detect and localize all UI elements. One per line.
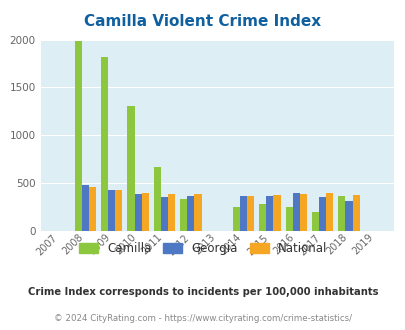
Bar (311, 212, 318, 231)
Bar (318, 197, 325, 231)
Bar (266, 196, 273, 231)
Bar (115, 190, 122, 231)
Bar (134, 194, 141, 231)
Bar (82, 185, 89, 231)
Bar (108, 190, 115, 231)
Bar (187, 196, 194, 231)
Bar (285, 207, 292, 231)
Bar (168, 194, 175, 231)
Bar (232, 207, 239, 231)
Legend: Camilla, Georgia, National: Camilla, Georgia, National (74, 237, 331, 260)
Bar (292, 193, 299, 231)
Text: © 2024 CityRating.com - https://www.cityrating.com/crime-statistics/: © 2024 CityRating.com - https://www.city… (54, 314, 351, 323)
Bar (180, 199, 187, 231)
Bar (325, 193, 333, 231)
Bar (345, 201, 352, 231)
Text: Crime Index corresponds to incidents per 100,000 inhabitants: Crime Index corresponds to incidents per… (28, 287, 377, 297)
Bar (247, 196, 254, 231)
Bar (299, 194, 306, 231)
Bar (239, 196, 247, 231)
Bar (75, 41, 82, 231)
Text: Camilla Violent Crime Index: Camilla Violent Crime Index (84, 14, 321, 29)
Bar (337, 196, 345, 231)
Bar (89, 187, 96, 231)
Bar (101, 57, 108, 231)
Bar (127, 106, 134, 231)
Bar (352, 195, 359, 231)
Bar (153, 167, 160, 231)
Bar (160, 197, 168, 231)
Bar (273, 195, 280, 231)
Bar (141, 193, 149, 231)
Bar (259, 204, 266, 231)
Bar (194, 194, 201, 231)
